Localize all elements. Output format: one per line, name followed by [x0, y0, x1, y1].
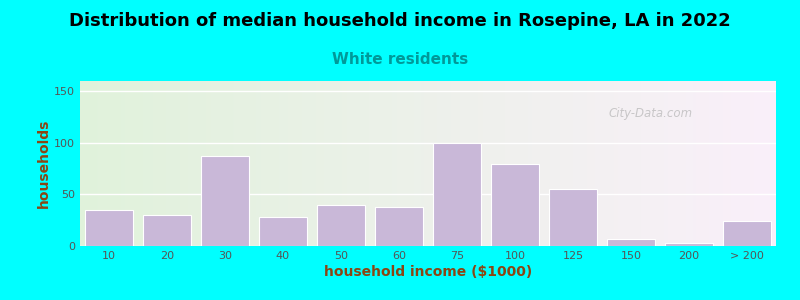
- Bar: [86, 210, 133, 246]
- Text: City-Data.com: City-Data.com: [609, 107, 693, 121]
- Bar: [318, 205, 365, 246]
- Bar: [143, 215, 190, 246]
- Bar: [550, 189, 597, 246]
- Bar: [202, 156, 249, 246]
- Bar: [666, 243, 713, 246]
- Y-axis label: households: households: [38, 119, 51, 208]
- Bar: [723, 221, 770, 246]
- Bar: [375, 207, 422, 246]
- Bar: [259, 217, 306, 246]
- Bar: [434, 143, 481, 246]
- Bar: [491, 164, 538, 246]
- Bar: [607, 239, 654, 246]
- Text: Distribution of median household income in Rosepine, LA in 2022: Distribution of median household income …: [69, 12, 731, 30]
- Text: White residents: White residents: [332, 52, 468, 68]
- X-axis label: household income ($1000): household income ($1000): [324, 265, 532, 279]
